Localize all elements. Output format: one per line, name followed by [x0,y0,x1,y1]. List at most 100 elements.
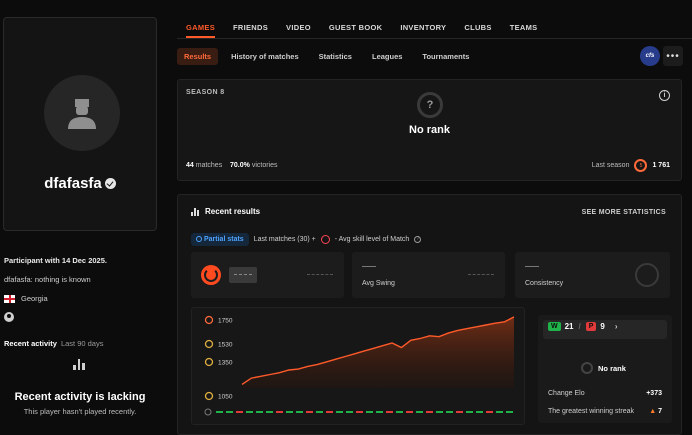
match-result-mark[interactable] [476,411,483,413]
elo-ring-icon: 5 [634,159,648,172]
country-name: Georgia [21,294,48,303]
match-result-mark[interactable] [226,411,233,413]
match-result-mark[interactable] [456,411,463,413]
match-result-mark[interactable] [266,411,273,413]
tab-friends[interactable]: FRIENDS [233,23,269,32]
more-options-button[interactable]: ••• [663,46,683,66]
match-result-mark[interactable] [466,411,473,413]
subtab-leagues[interactable]: Leagues [371,52,403,61]
last-season-label: Last season [591,162,630,169]
match-result-mark[interactable] [286,411,293,413]
main-tabs: GAMES FRIENDS VIDEO GUEST BOOK INVENTORY… [177,17,692,39]
match-result-mark[interactable] [306,411,313,413]
match-result-mark[interactable] [386,411,393,413]
partial-stats-button[interactable]: Partial stats [191,233,249,246]
consistency-ring [635,263,659,287]
about-text: dfafasfa: nothing is known [4,275,91,284]
match-result-mark[interactable] [446,411,453,413]
help-icon[interactable]: ? [414,236,422,243]
recent-results-title: Recent results [205,207,261,216]
y-tick-icon [204,315,214,325]
elo-line [241,316,515,385]
season-stats: 44 matches 70.0% victories [186,162,278,169]
y-tick-label: 1750 [218,318,233,325]
match-result-mark[interactable] [356,411,363,413]
match-result-mark[interactable] [436,411,443,413]
lacking-subtitle: This player hasn't played recently. [23,407,137,416]
match-result-mark[interactable] [296,411,303,413]
elo-chart-svg: 1750 1530 1350 1050 [204,315,515,416]
rank-ring-icon [581,362,593,374]
tab-games[interactable]: GAMES [186,17,216,38]
match-result-mark[interactable] [506,411,513,413]
lacking-title: Recent activity is lacking [14,391,146,403]
win-loss-bar[interactable] [543,320,667,339]
match-result-mark[interactable] [346,411,353,413]
match-result-mark[interactable] [406,411,413,413]
match-result-mark[interactable] [416,411,423,413]
change-elo-label: Change Elo [548,390,585,397]
match-result-mark[interactable] [216,411,223,413]
filters-row: Partial stats Last matches (30) + - Avg … [191,233,422,246]
wins-count: 21 [564,322,574,331]
rank-unknown-icon: ? [417,92,443,118]
match-result-mark[interactable] [496,411,503,413]
consistency-label: Consistency [525,280,564,287]
subtab-results[interactable]: Results [177,48,219,65]
win-badge: W [548,322,561,331]
last-matches-label: Last matches (30) + [253,236,316,243]
subtab-history[interactable]: History of matches [231,52,299,61]
match-result-mark[interactable] [396,411,403,413]
tab-guest-book[interactable]: GUEST BOOK [328,23,383,32]
recent-results-panel: Recent results SEE MORE STATISTICS Parti… [177,194,682,435]
avg-swing-label: Avg Swing [362,280,395,287]
avatar[interactable] [44,75,120,151]
steam-icon[interactable] [4,312,14,322]
win-streak-label: The greatest winning streak [548,408,634,415]
verified-icon [104,177,116,189]
chevron-right-icon[interactable]: › [614,322,618,331]
elo-gauge-icon [201,265,221,285]
match-result-mark[interactable] [376,411,383,413]
match-result-mark[interactable] [246,411,253,413]
summary-rank-label: No rank [598,363,626,373]
y-tick-icon [204,339,214,349]
match-result-mark[interactable] [316,411,323,413]
skill-ring-icon [320,235,330,244]
loss-badge: P [585,322,597,331]
username: dfafasfa [4,175,156,192]
tab-teams[interactable]: TEAMS [509,23,538,32]
recent-results-header: Recent results [191,207,260,216]
match-result-mark[interactable] [276,411,283,413]
info-icon[interactable]: i [659,90,670,101]
steam-row[interactable] [4,312,154,322]
match-result-mark[interactable] [366,411,373,413]
season-panel: SEASON 8 i ? No rank 44 matches 70.0% vi… [177,79,682,181]
match-result-mark[interactable] [326,411,333,413]
losses-count: 9 [600,322,605,331]
match-result-mark[interactable] [486,411,493,413]
change-elo-row: Change Elo +373 [548,390,662,397]
game-logo-button[interactable]: cfs [640,46,660,66]
win-streak-value: 7 [658,408,662,415]
tab-inventory[interactable]: INVENTORY [400,23,447,32]
subtab-statistics[interactable]: Statistics [318,52,352,61]
tab-video[interactable]: VIDEO [286,23,311,32]
match-result-mark[interactable] [236,411,243,413]
avg-skill-label: - Avg skill level of Match [334,236,410,243]
see-more-statistics-link[interactable]: SEE MORE STATISTICS [581,209,666,216]
match-result-mark[interactable] [336,411,343,413]
elo-dashes [307,274,333,275]
win-loss-summary: W 21 / P 9 › [548,322,618,331]
change-elo-value: +373 [646,390,662,397]
match-result-mark[interactable] [426,411,433,413]
results-icon [204,408,212,416]
fire-icon: ▲ [649,408,657,415]
recent-activity-period: Last 90 days [60,339,104,348]
match-result-mark[interactable] [256,411,263,413]
subtab-tournaments[interactable]: Tournaments [422,52,470,61]
partial-stats-icon [196,236,202,243]
tab-clubs[interactable]: CLUBS [464,23,492,32]
summary-box: W 21 / P 9 › No rank Change Elo +373 The… [538,315,672,423]
